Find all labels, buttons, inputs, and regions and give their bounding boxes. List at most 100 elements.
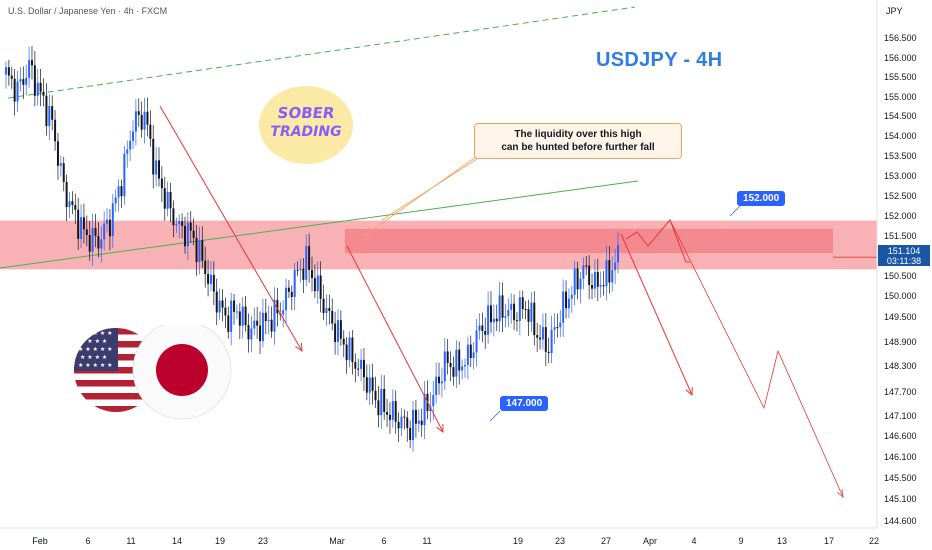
candle-body [348,337,351,361]
candle-body [351,337,354,363]
price-tick-label: 152.000 [884,211,917,221]
callout-152[interactable]: 152.000 [737,191,786,206]
candle-body [71,201,74,205]
upper-channel-trendline[interactable] [7,6,636,99]
chart-heading: USDJPY - 4H [596,49,723,71]
candle-body [345,344,348,361]
liquidity-annotation[interactable]: The liquidity over this high can be hunt… [474,123,682,159]
time-tick-label: 11 [126,536,135,546]
time-tick-label: Feb [32,536,48,546]
candle-body [94,227,97,236]
candle-body [556,327,559,329]
candle-body [374,390,377,401]
candle-body [377,400,380,416]
time-tick-label: 11 [422,536,431,546]
candle-body [264,312,267,322]
candle-body [146,111,149,125]
currency-label[interactable]: JPY [886,6,903,16]
candle-body [489,305,492,323]
candle-body [464,364,466,367]
candle-body [189,222,192,231]
candle-body [51,106,54,120]
flags-group: ★ ★ ★ ★ ★ ★ ★ ★ ★ ★ ★ ★ ★ ★ ★ ★ ★ ★ ★ ★ … [74,325,232,420]
candle-body [328,308,331,312]
candle-body [507,309,510,317]
down-arrow-mar[interactable] [346,245,444,433]
candle-body [397,421,400,429]
annotation-line1: The liquidity over this high [514,129,642,140]
candle-body [287,287,290,292]
candle-body [576,268,579,290]
projection-path-long[interactable] [669,219,844,498]
candle-body [106,219,109,224]
candle-body [608,260,611,283]
candle-body [97,235,100,249]
candle-body [48,106,51,126]
price-tick-label: 148.900 [884,337,917,347]
candle-body [198,240,201,263]
svg-text:★ ★ ★ ★ ★: ★ ★ ★ ★ ★ [78,346,113,353]
price-tick-label: 145.100 [884,494,917,504]
candle-body [414,409,417,424]
candle-body [611,270,614,283]
candle-body [308,246,311,270]
candle-body [215,291,218,313]
price-tick-label: 154.000 [884,131,917,141]
candle-body [539,337,542,340]
projection-path-zigzag[interactable] [625,219,690,263]
candle-body [42,91,45,96]
price-tick-label: 155.500 [884,72,917,82]
price-tick-label: 144.600 [884,516,917,526]
candle-body [250,328,253,340]
down-arrow-projection[interactable] [620,233,693,396]
candle-body [261,312,264,342]
down-arrow-projection-head [685,386,693,397]
candle-body [175,224,178,226]
candle-body [56,141,59,166]
candle-body [253,320,256,329]
candle-body [74,204,77,210]
time-axis[interactable]: Feb 6 11 14 19 23 Mar 6 11 19 23 27 Apr 4 9 13 17 22 [32,536,879,546]
candle-body [178,221,181,225]
candle-body [120,186,123,197]
candle-body [409,427,412,441]
inner-supply-zone[interactable] [345,228,833,254]
candle-body [492,318,495,323]
candle-body [201,240,204,261]
candle-body [472,352,475,358]
candle-body [591,285,594,289]
lower-trendline[interactable] [0,180,639,269]
price-tick-label: 156.000 [884,53,917,63]
candle-layer [5,46,619,452]
candle-body [305,246,308,280]
candle-body [593,271,596,289]
price-tick-label: 150.000 [884,291,917,301]
candle-body [617,245,619,263]
candle-body [452,367,455,377]
candle-body [339,320,342,339]
candle-body [241,306,244,326]
candle-body [440,381,443,384]
annotation-pointer-line [363,153,481,237]
price-tick-label: 145.500 [884,473,917,483]
callout-147[interactable]: 147.000 [500,396,549,411]
candle-body [186,222,189,247]
time-tick-label: Mar [329,536,345,546]
candle-body [466,344,469,365]
candle-body [5,67,7,75]
candle-body [360,359,363,369]
candle-body [296,269,299,271]
candle-body [331,311,334,324]
candle-body [484,331,487,335]
sober-trading-logo: SOBER TRADING [259,86,353,164]
candle-body [233,300,236,312]
candle-body [82,217,85,230]
candle-body [550,329,553,354]
candle-body [126,149,129,154]
down-arrow-feb[interactable] [159,105,303,352]
candle-body [371,377,374,391]
current-price-label: 151.104 03:11:38 [878,245,930,266]
candle-body [39,82,42,92]
